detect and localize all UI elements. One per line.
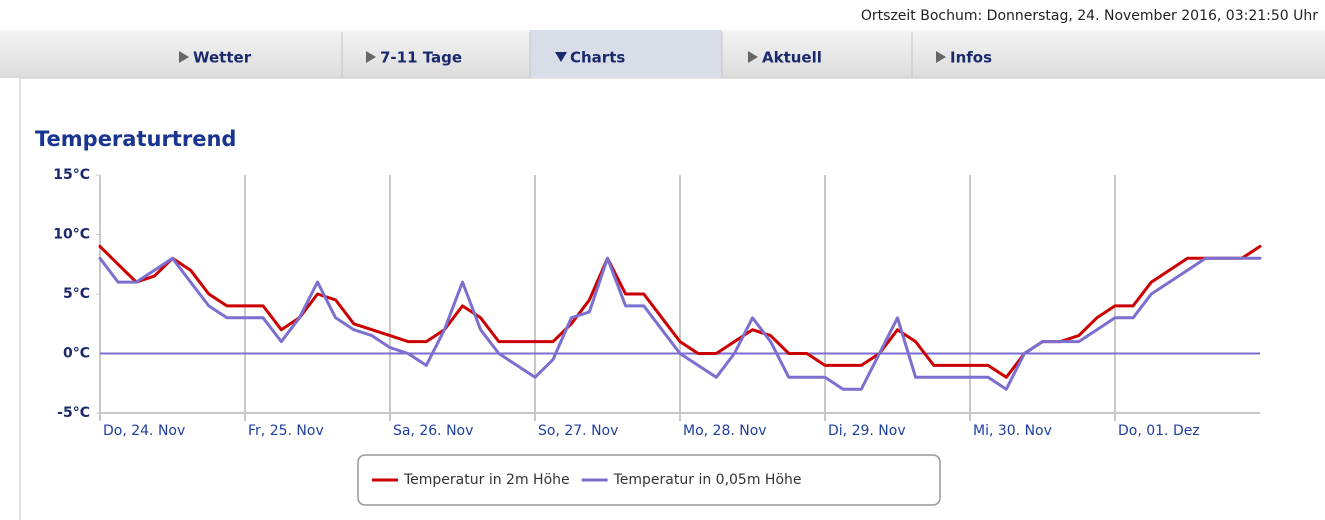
x-tick-label: Do, 24. Nov (103, 423, 185, 439)
y-tick-label: 15°C (53, 167, 90, 183)
y-tick-label: 0°C (63, 346, 90, 362)
y-tick-label: 5°C (63, 286, 90, 302)
x-tick-label: So, 27. Nov (538, 423, 618, 439)
tab-label: Infos (950, 49, 992, 67)
tab[interactable]: Wetter (179, 49, 252, 67)
local-time: Ortszeit Bochum: Donnerstag, 24. Novembe… (861, 8, 1318, 24)
tab[interactable]: 7-11 Tage (341, 32, 462, 78)
x-tick-label: Fr, 25. Nov (248, 423, 324, 439)
tab[interactable]: Charts (529, 30, 722, 78)
y-tick-label: -5°C (57, 405, 90, 421)
series-line (98, 256, 1262, 391)
tab-label: Wetter (193, 49, 252, 67)
tab[interactable]: Infos (911, 32, 992, 78)
tab-label: 7-11 Tage (380, 49, 462, 67)
x-tick-label: Mo, 28. Nov (683, 423, 767, 439)
series-line (98, 244, 1262, 379)
legend: Temperatur in 2m Höhe Temperatur in 0,05m… (372, 472, 802, 488)
tab-label: Charts (570, 49, 625, 67)
tab[interactable]: Aktuell (721, 32, 822, 78)
tab-label: Aktuell (762, 49, 822, 67)
arrow-right (366, 51, 376, 63)
arrow-right (936, 51, 946, 63)
content-box (19, 77, 1325, 520)
x-tick-label: Do, 01. Dez (1118, 423, 1200, 439)
x-tick-label: Di, 29. Nov (828, 423, 906, 439)
x-tick-label: Sa, 26. Nov (393, 423, 473, 439)
x-tick-label: Mi, 30. Nov (973, 423, 1052, 439)
legend-box (357, 454, 941, 506)
legend-label: Temperatur in 2m Höhe (403, 472, 570, 488)
legend-label: Temperatur in 0,05m Höhe (613, 472, 802, 488)
y-tick-label: 10°C (53, 227, 90, 243)
chart-title: Temperaturtrend (35, 127, 236, 151)
plot: Do, 24. Nov Fr, 25. Nov Sa, 26. Nov So, 27.… (53, 167, 1262, 439)
arrow-down (555, 52, 567, 62)
arrow-right (748, 51, 758, 63)
arrow-right (179, 51, 189, 63)
tabs: Wetter 7-11 Tage Charts Aktuell Infos (179, 30, 992, 78)
